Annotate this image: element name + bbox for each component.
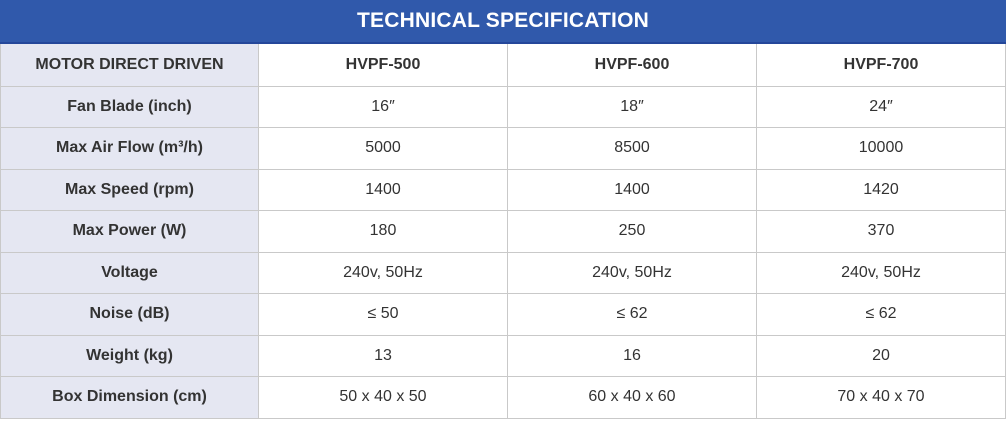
table-cell: 60 x 40 x 60 — [507, 376, 757, 419]
table-cell: ≤ 62 — [507, 293, 757, 336]
drive-type-label: MOTOR DIRECT DRIVEN — [0, 44, 259, 87]
table-cell: 16″ — [258, 85, 508, 128]
row-label-weight: Weight (kg) — [0, 334, 259, 377]
row-label-max-power: Max Power (W) — [0, 210, 259, 253]
model-header-hvpf-600: HVPF-600 — [507, 44, 757, 87]
table-cell: 20 — [756, 334, 1006, 377]
table-cell: 5000 — [258, 127, 508, 170]
table-cell: 250 — [507, 210, 757, 253]
table-row: Max Air Flow (m³/h) 5000 8500 10000 — [0, 127, 1006, 170]
table-cell: ≤ 62 — [756, 293, 1006, 336]
table-cell: 24″ — [756, 85, 1006, 128]
table-header-row: MOTOR DIRECT DRIVEN HVPF-500 HVPF-600 HV… — [0, 44, 1006, 87]
table-cell: 1400 — [258, 168, 508, 211]
table-cell: 370 — [756, 210, 1006, 253]
table-cell: 13 — [258, 334, 508, 377]
table-row: Voltage 240v, 50Hz 240v, 50Hz 240v, 50Hz — [0, 251, 1006, 294]
spec-table: MOTOR DIRECT DRIVEN HVPF-500 HVPF-600 HV… — [0, 44, 1006, 419]
row-label-noise: Noise (dB) — [0, 293, 259, 336]
table-cell: 50 x 40 x 50 — [258, 376, 508, 419]
row-label-fan-blade: Fan Blade (inch) — [0, 85, 259, 128]
row-label-max-air-flow: Max Air Flow (m³/h) — [0, 127, 259, 170]
table-cell: 240v, 50Hz — [258, 251, 508, 294]
table-cell: ≤ 50 — [258, 293, 508, 336]
table-cell: 70 x 40 x 70 — [756, 376, 1006, 419]
row-label-voltage: Voltage — [0, 251, 259, 294]
table-cell: 1420 — [756, 168, 1006, 211]
spec-title: TECHNICAL SPECIFICATION — [0, 0, 1006, 44]
row-label-max-speed: Max Speed (rpm) — [0, 168, 259, 211]
table-cell: 18″ — [507, 85, 757, 128]
table-row: Box Dimension (cm) 50 x 40 x 50 60 x 40 … — [0, 376, 1006, 419]
table-cell: 8500 — [507, 127, 757, 170]
table-cell: 10000 — [756, 127, 1006, 170]
row-label-box-dimension: Box Dimension (cm) — [0, 376, 259, 419]
table-cell: 240v, 50Hz — [756, 251, 1006, 294]
table-row: Fan Blade (inch) 16″ 18″ 24″ — [0, 85, 1006, 128]
table-cell: 16 — [507, 334, 757, 377]
table-row: Noise (dB) ≤ 50 ≤ 62 ≤ 62 — [0, 293, 1006, 336]
table-row: Max Power (W) 180 250 370 — [0, 210, 1006, 253]
table-cell: 180 — [258, 210, 508, 253]
model-header-hvpf-700: HVPF-700 — [756, 44, 1006, 87]
table-cell: 240v, 50Hz — [507, 251, 757, 294]
model-header-hvpf-500: HVPF-500 — [258, 44, 508, 87]
table-row: Weight (kg) 13 16 20 — [0, 334, 1006, 377]
table-cell: 1400 — [507, 168, 757, 211]
table-row: Max Speed (rpm) 1400 1400 1420 — [0, 168, 1006, 211]
